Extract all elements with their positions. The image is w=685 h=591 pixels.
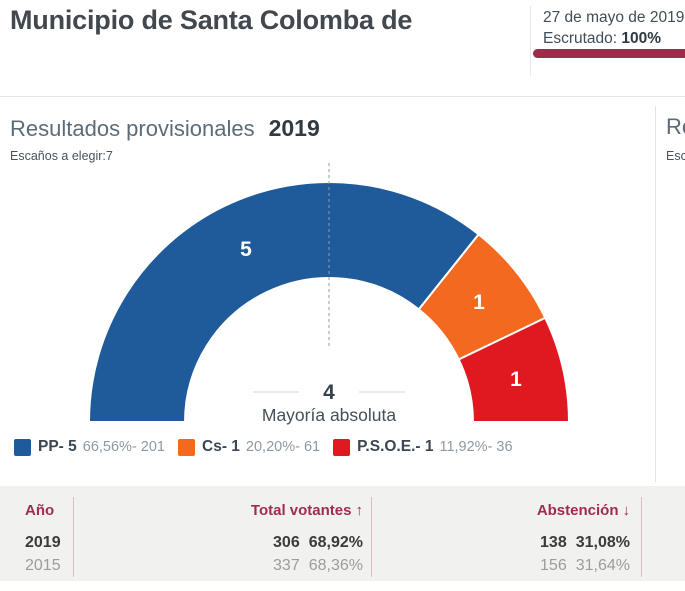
majority-value: 4 bbox=[323, 381, 335, 404]
column-header-total-votes[interactable]: Total votantes ↑ bbox=[250, 502, 364, 519]
legend-detail-pp: 66,56%- 201 bbox=[82, 439, 165, 455]
content-panel-divider bbox=[655, 106, 656, 482]
header-divider bbox=[530, 6, 531, 76]
legend-label-psoe: P.S.O.E.- 1 bbox=[357, 438, 434, 455]
legend-swatch-psoe-icon bbox=[333, 438, 351, 456]
majority-label: Mayoría absoluta bbox=[262, 405, 397, 425]
table-column-divider bbox=[641, 497, 642, 577]
next-panel-heading: Resultados bbox=[666, 114, 685, 139]
legend-detail-psoe: 11,92%- 36 bbox=[439, 439, 513, 455]
seat-count-pp: 5 bbox=[240, 238, 252, 261]
results-heading-year: 2019 bbox=[268, 115, 320, 141]
election-date: 27 de mayo de 2019 bbox=[543, 9, 685, 26]
scrutinized-value: 100% bbox=[621, 30, 662, 47]
legend-item-pp[interactable]: PP- 5 66,56%- 201 bbox=[14, 438, 165, 456]
year-cell[interactable]: 2015 bbox=[25, 557, 61, 574]
column-header-year[interactable]: Año bbox=[25, 502, 55, 519]
seats-to-elect-label: Escaños a elegir:7 bbox=[10, 149, 113, 163]
page-title: Municipio de Santa Colomba de bbox=[10, 5, 413, 35]
scrutinized-label: Escrutado: bbox=[543, 30, 618, 47]
legend-swatch-pp-icon bbox=[14, 438, 31, 456]
scrutiny-progress-bar bbox=[533, 49, 685, 58]
sort-desc-icon: ↓ bbox=[622, 502, 631, 519]
abstention-cell: 156 31,64% bbox=[540, 557, 630, 574]
history-table: Año Total votantes ↑ Abstención ↓ 2019 306… bbox=[0, 486, 685, 581]
total-votes-cell: 306 68,92% bbox=[273, 534, 363, 551]
seat-count-cs: 1 bbox=[473, 291, 485, 314]
column-header-abstention[interactable]: Abstención ↓ bbox=[536, 502, 631, 519]
total-votes-cell: 337 68,36% bbox=[273, 557, 363, 574]
seat-count-psoe: 1 bbox=[510, 368, 522, 391]
results-heading: Resultados provisionales 2019 bbox=[10, 115, 320, 142]
scrutinized-status: Escrutado: 100% bbox=[543, 30, 661, 48]
legend-detail-cs: 20,20%- 61 bbox=[245, 439, 321, 455]
legend-swatch-cs-icon bbox=[178, 438, 195, 456]
arc-segment-psoe[interactable] bbox=[457, 316, 571, 423]
legend-item-psoe[interactable]: P.S.O.E.- 1 11,92%- 36 bbox=[333, 438, 513, 456]
legend-label-pp: PP- 5 bbox=[38, 438, 77, 455]
sort-asc-icon: ↑ bbox=[355, 502, 364, 519]
table-column-divider bbox=[371, 497, 372, 577]
table-column-divider bbox=[73, 497, 74, 577]
legend-item-cs[interactable]: Cs- 1 20,20%- 61 bbox=[178, 438, 320, 456]
chart-legend: PP- 5 66,56%- 201 Cs- 1 20,20%- 61 P.S.O… bbox=[14, 438, 513, 456]
arc-segment-pp[interactable] bbox=[87, 181, 481, 423]
results-heading-label: Resultados provisionales bbox=[10, 116, 255, 141]
hemicycle-seat-chart: 5 1 1 4 Mayoría absoluta bbox=[87, 163, 571, 425]
legend-label-cs: Cs- 1 bbox=[202, 438, 240, 455]
next-panel-seats-label: Escaños a elegir:7 bbox=[666, 149, 685, 163]
header-bottom-border bbox=[0, 96, 685, 97]
next-panel-clipped: Resultados Escaños a elegir:7 bbox=[666, 114, 685, 163]
year-cell[interactable]: 2019 bbox=[25, 534, 61, 551]
abstention-cell: 138 31,08% bbox=[540, 534, 630, 551]
